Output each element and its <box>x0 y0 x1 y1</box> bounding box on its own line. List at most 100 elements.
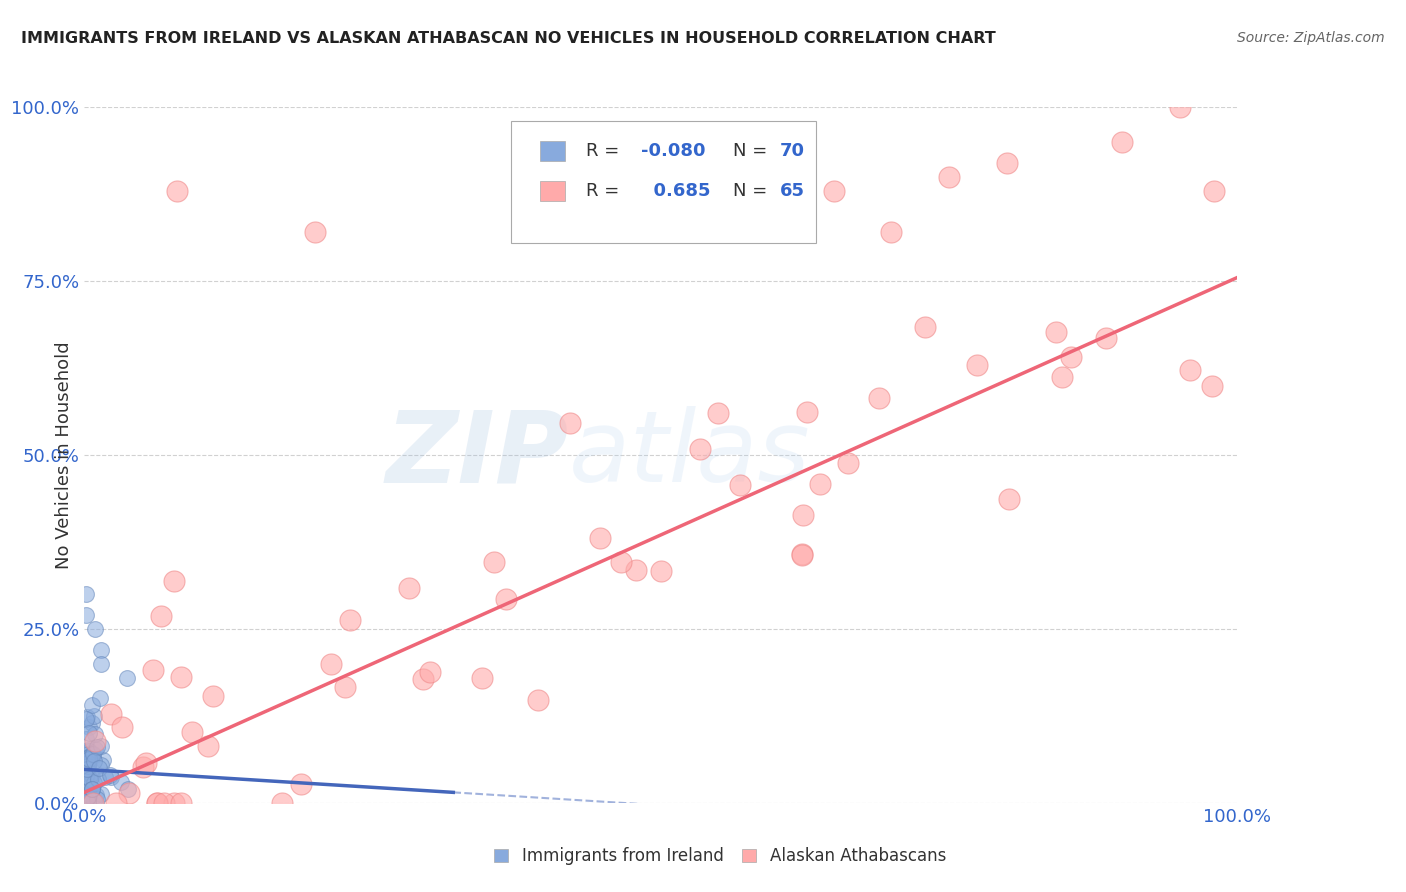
Point <box>197 739 219 753</box>
Point <box>82 769 104 783</box>
Point <box>135 756 157 770</box>
Point <box>82 796 104 810</box>
Point <box>995 155 1018 169</box>
Point <box>94 770 117 784</box>
Text: ZIP: ZIP <box>385 407 568 503</box>
Point <box>77 788 100 802</box>
Point <box>80 782 103 797</box>
Point <box>75 779 97 793</box>
Point <box>76 763 98 777</box>
Point <box>1045 325 1067 339</box>
Point <box>938 169 960 184</box>
Point <box>146 796 169 810</box>
Point <box>80 698 103 712</box>
Text: R =: R = <box>586 182 624 200</box>
Point <box>1180 363 1202 377</box>
Point <box>77 751 100 765</box>
Point <box>76 770 98 784</box>
Point <box>111 720 134 734</box>
Point <box>412 672 434 686</box>
FancyBboxPatch shape <box>540 142 565 161</box>
Point <box>77 755 100 769</box>
Point <box>76 756 98 770</box>
Point <box>80 766 103 780</box>
Point <box>87 772 110 786</box>
Point <box>75 751 97 765</box>
Point <box>730 478 752 492</box>
Point <box>304 225 326 239</box>
Point <box>86 740 108 755</box>
Point <box>823 184 845 198</box>
Point <box>869 391 891 405</box>
Point <box>118 786 141 800</box>
Text: 0.685: 0.685 <box>641 182 710 200</box>
Y-axis label: No Vehicles in Household: No Vehicles in Household <box>55 341 73 569</box>
Text: N =: N = <box>734 182 773 200</box>
Point <box>202 689 225 703</box>
Point <box>79 743 101 757</box>
Point <box>98 768 121 782</box>
Point <box>290 777 312 791</box>
Point <box>83 793 105 807</box>
FancyBboxPatch shape <box>540 181 565 201</box>
Point <box>1111 135 1133 149</box>
Text: Source: ZipAtlas.com: Source: ZipAtlas.com <box>1237 31 1385 45</box>
Point <box>80 782 103 797</box>
Point <box>1050 369 1073 384</box>
Point <box>77 720 100 734</box>
Point <box>998 491 1021 506</box>
Text: N =: N = <box>734 143 773 161</box>
FancyBboxPatch shape <box>510 121 817 243</box>
Point <box>75 587 97 601</box>
Point <box>75 769 97 783</box>
Point <box>560 416 582 430</box>
Point <box>82 747 104 762</box>
Point <box>914 319 936 334</box>
Point <box>79 748 101 763</box>
Point <box>76 710 98 724</box>
Point <box>527 693 550 707</box>
Point <box>76 759 98 773</box>
Point <box>321 657 343 671</box>
Point <box>100 770 122 784</box>
Point <box>610 555 633 569</box>
Point <box>796 405 818 419</box>
Point <box>170 669 193 683</box>
FancyBboxPatch shape <box>494 849 508 862</box>
Point <box>1060 350 1083 364</box>
Point <box>142 663 165 677</box>
Point <box>75 607 97 622</box>
Point <box>75 751 97 765</box>
Point <box>966 358 988 372</box>
Point <box>170 796 193 810</box>
Point <box>1168 100 1191 114</box>
Point <box>80 716 103 731</box>
Point <box>1201 379 1223 393</box>
Point <box>77 771 100 785</box>
Point <box>90 657 112 671</box>
Point <box>333 680 356 694</box>
Point <box>83 709 105 723</box>
Point <box>84 734 107 748</box>
Point <box>89 691 111 706</box>
Point <box>339 614 361 628</box>
Point <box>1095 331 1118 345</box>
Point <box>110 775 132 789</box>
Point <box>83 776 105 790</box>
Text: R =: R = <box>586 143 624 161</box>
Point <box>100 706 122 721</box>
Point <box>1204 184 1226 198</box>
Point <box>76 795 98 809</box>
Point <box>76 779 98 793</box>
Point <box>132 760 155 774</box>
Point <box>589 532 612 546</box>
Point <box>90 642 112 657</box>
Point <box>77 752 100 766</box>
Point <box>77 780 100 795</box>
Point <box>792 508 814 522</box>
Point <box>810 476 832 491</box>
Point <box>83 742 105 756</box>
Text: 65: 65 <box>779 182 804 200</box>
Point <box>689 442 711 457</box>
Point <box>484 555 506 569</box>
